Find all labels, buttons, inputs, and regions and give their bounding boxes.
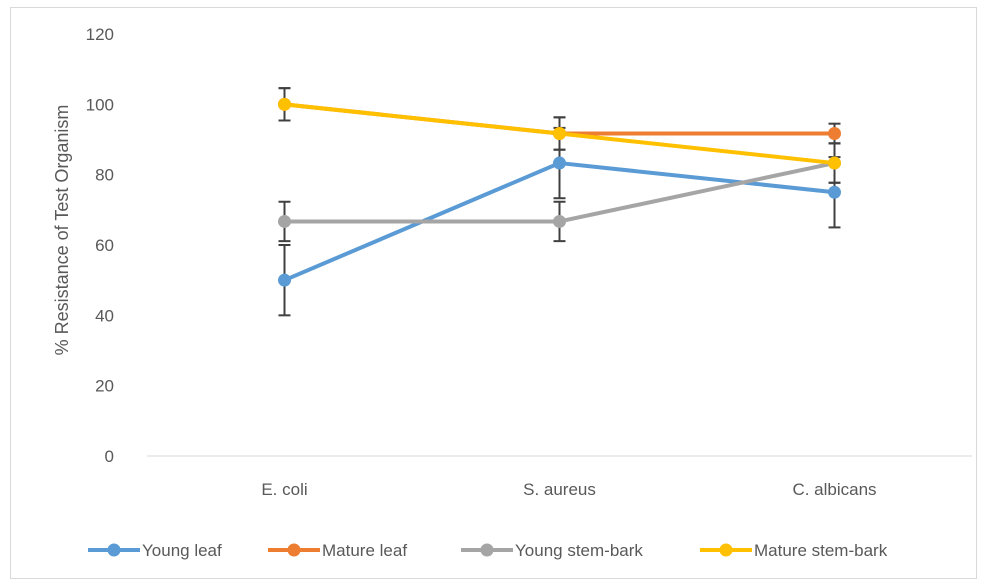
y-tick-label: 40 (95, 306, 114, 325)
data-point-young-leaf (278, 273, 291, 287)
data-point-mature-leaf (828, 127, 841, 141)
y-axis-ticks: 0 20 40 60 80 100 120 (86, 25, 114, 466)
legend: Young leaf Mature leaf Young stem-bark Matu… (88, 541, 888, 560)
x-axis-ticks: E. coli S. aureus C. albicans (261, 480, 876, 499)
chart-frame (10, 7, 977, 579)
y-tick-label: 20 (95, 377, 114, 396)
y-tick-label: 60 (95, 236, 114, 255)
y-tick-label: 100 (86, 95, 114, 114)
data-point-mature-stem-bark (553, 127, 566, 141)
data-point-young-leaf (828, 185, 841, 199)
legend-item-mature-stem-bark: Mature stem-bark (700, 541, 888, 560)
legend-label: Young leaf (142, 541, 222, 560)
error-bars (278, 87, 841, 317)
legend-swatch-marker (480, 543, 494, 557)
data-point-young-leaf (553, 156, 566, 170)
y-tick-label: 120 (86, 25, 114, 44)
x-tick-label: S. aureus (523, 480, 596, 499)
legend-item-mature-leaf: Mature leaf (268, 541, 407, 560)
data-point-young-stem-bark (553, 214, 566, 228)
y-axis-title: % Resistance of Test Organism (52, 105, 72, 356)
x-tick-label: E. coli (261, 480, 307, 499)
legend-item-young-stem-bark: Young stem-bark (461, 541, 643, 560)
series-markers (278, 97, 841, 287)
x-tick-label: C. albicans (792, 480, 876, 499)
legend-swatch-marker (719, 543, 733, 557)
y-tick-label: 80 (95, 166, 114, 185)
y-tick-label: 0 (105, 447, 114, 466)
legend-item-young-leaf: Young leaf (88, 541, 222, 560)
legend-label: Mature leaf (322, 541, 407, 560)
data-point-mature-stem-bark (278, 97, 291, 111)
legend-label: Young stem-bark (515, 541, 643, 560)
data-point-young-stem-bark (278, 214, 291, 228)
legend-label: Mature stem-bark (754, 541, 888, 560)
data-point-mature-stem-bark (828, 156, 841, 170)
legend-swatch-marker (287, 543, 301, 557)
legend-swatch-marker (107, 543, 121, 557)
